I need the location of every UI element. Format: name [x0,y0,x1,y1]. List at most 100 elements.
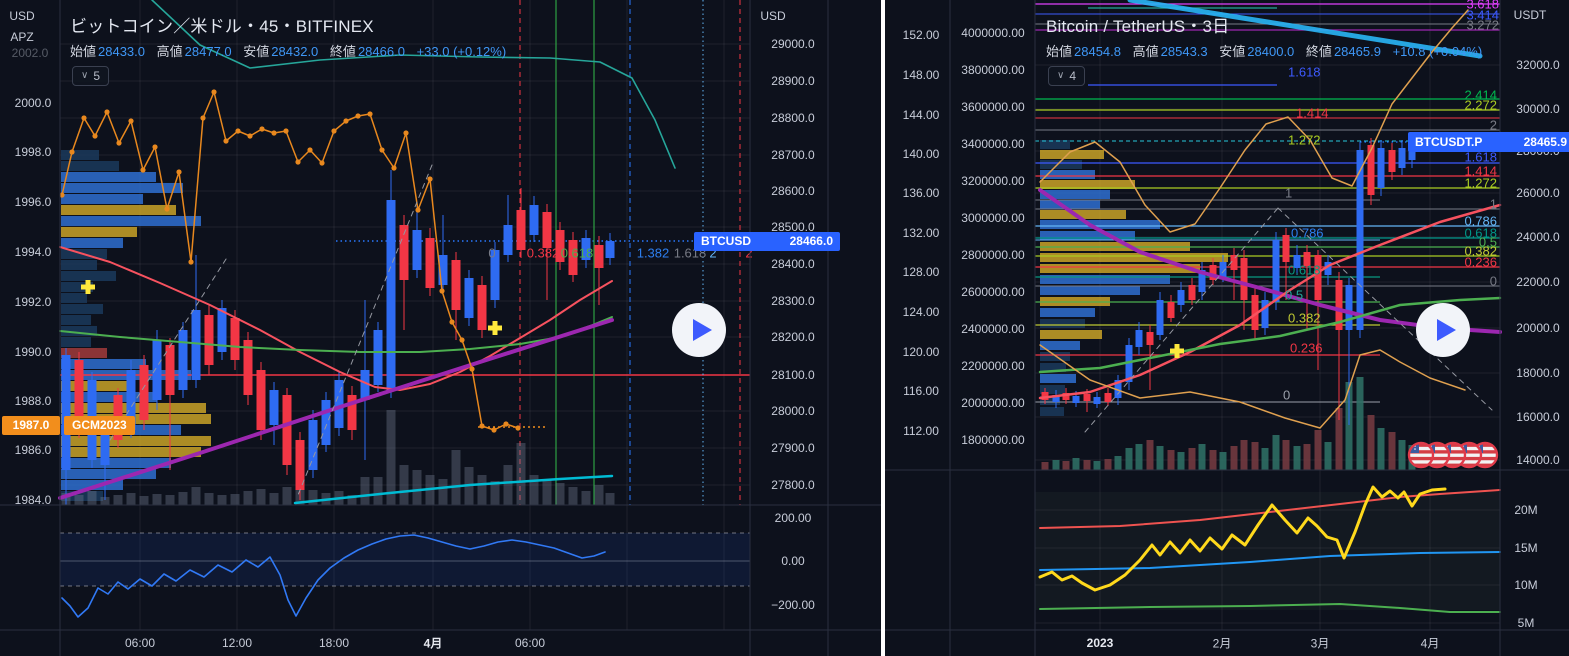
volume-profile-row [61,491,103,501]
volume-bar [139,496,149,505]
volume-bar [1314,430,1322,470]
fib-level-label: 1.414 [1464,164,1497,179]
data-point-dot [92,133,98,139]
volume-profile-row [61,392,157,402]
candle-body [1093,397,1101,404]
volume-profile-row [1040,190,1110,199]
volume-profile-row [61,436,211,446]
volume-profile-row [61,458,171,468]
candle-body [529,205,539,235]
indicator-line [1039,489,1501,529]
volume-bar [490,481,500,505]
flag-stripe [1409,456,1433,461]
close-value: 28465.9 [1333,44,1381,59]
data-point-dot [427,176,433,182]
volume-profile-row [61,271,116,281]
fib-level-label: 0.618 [1464,226,1497,241]
play-button[interactable] [1416,303,1470,357]
volume-profile-row [1040,319,1085,328]
data-point-dot [164,206,170,212]
data-point-dot [188,259,194,265]
low-value: 28432.0 [271,44,319,59]
candle-body [1261,300,1269,328]
indicator-line [58,318,614,500]
candle-body [1219,262,1227,278]
candle-body [477,285,487,330]
low-label: 安値 [1219,44,1246,59]
fib-level-label: 1 [1285,186,1292,201]
candle-body [1198,270,1206,292]
candle-body [1209,265,1217,280]
data-point-dot [211,89,217,95]
data-point-dot [271,130,277,136]
us-flag-event-icon[interactable] [1408,442,1434,468]
candle-body [1072,396,1080,403]
right-indicators-collapse-button[interactable]: ∨ 4 [1048,66,1086,86]
indicator-line [151,0,676,169]
data-point-dot [449,319,455,325]
data-point-dot [459,337,465,343]
volume-profile-row [61,238,123,248]
gold-symbol-tag[interactable]: GCM2023 [64,416,135,435]
left-price-tag-symbol: BTCUSD [701,234,751,248]
open-label: 始値 [1046,44,1073,59]
indicator-line [1277,207,1493,411]
data-point-dot [200,115,206,121]
volume-bar [74,495,84,505]
flag-stripe [1441,450,1465,454]
right-symbol-title[interactable]: Bitcoin / TetherUS・3日 [1046,17,1230,36]
candle-body [269,390,279,425]
volume-profile-row [1040,352,1070,361]
fib-level-label: 0.5 [1285,288,1303,303]
volume-bar [1177,452,1185,470]
volume-profile-row [61,337,91,347]
candle-body [1135,330,1143,347]
candle-body [425,238,435,288]
fib-level-label: 1.272 [1464,176,1497,191]
candle-body [1293,255,1301,268]
candle-body [1303,252,1311,266]
volume-bar [1125,448,1133,470]
play-icon[interactable] [693,319,712,341]
volume-profile-row [61,348,107,358]
volume-profile-row [61,447,201,457]
data-point-dot [503,421,509,427]
data-point-dot [379,147,385,153]
data-point-dot [140,167,146,173]
panel-divider[interactable] [881,0,885,656]
candle-body [1041,392,1049,400]
fib-level-label: 0.236 [1464,255,1497,270]
volume-profile-row [1040,275,1170,284]
left-chart: 0 0.382 0.618 1.382 1.618 2 2 [58,0,753,630]
left-symbol-title[interactable]: ビットコイン／米ドル・45・BITFINEX [70,17,374,36]
volume-profile-row [61,315,91,325]
volume-bar [477,475,487,505]
candle-body [321,400,331,445]
left-indicators-collapse-button[interactable]: ∨ 5 [72,66,110,86]
volume-bar [1188,448,1196,470]
volume-bar [373,477,383,505]
candle-body [230,318,240,360]
volume-bar [542,479,552,505]
play-button[interactable] [672,303,726,357]
candle-body [191,310,201,380]
high-value: 28477.0 [184,44,232,59]
fib-level-label: 3.414 [1466,8,1499,23]
volume-bar [230,494,240,505]
fib-level-label: 1.272 [1288,133,1321,148]
candle-body [217,308,227,352]
play-icon[interactable] [1437,319,1456,341]
indicator-line [1039,603,1501,613]
candle-body [412,230,422,270]
volume-profile-row [1040,220,1160,229]
data-point-dot [307,147,313,153]
candle-body [1230,255,1238,270]
fib-level-label: 0.382 [1464,244,1497,259]
volume-profile-row [61,326,97,336]
volume-profile-row [61,260,97,270]
candle-body [100,430,110,465]
candle-body [1114,380,1122,398]
candle-body [568,240,578,275]
candle-body [1062,393,1070,400]
